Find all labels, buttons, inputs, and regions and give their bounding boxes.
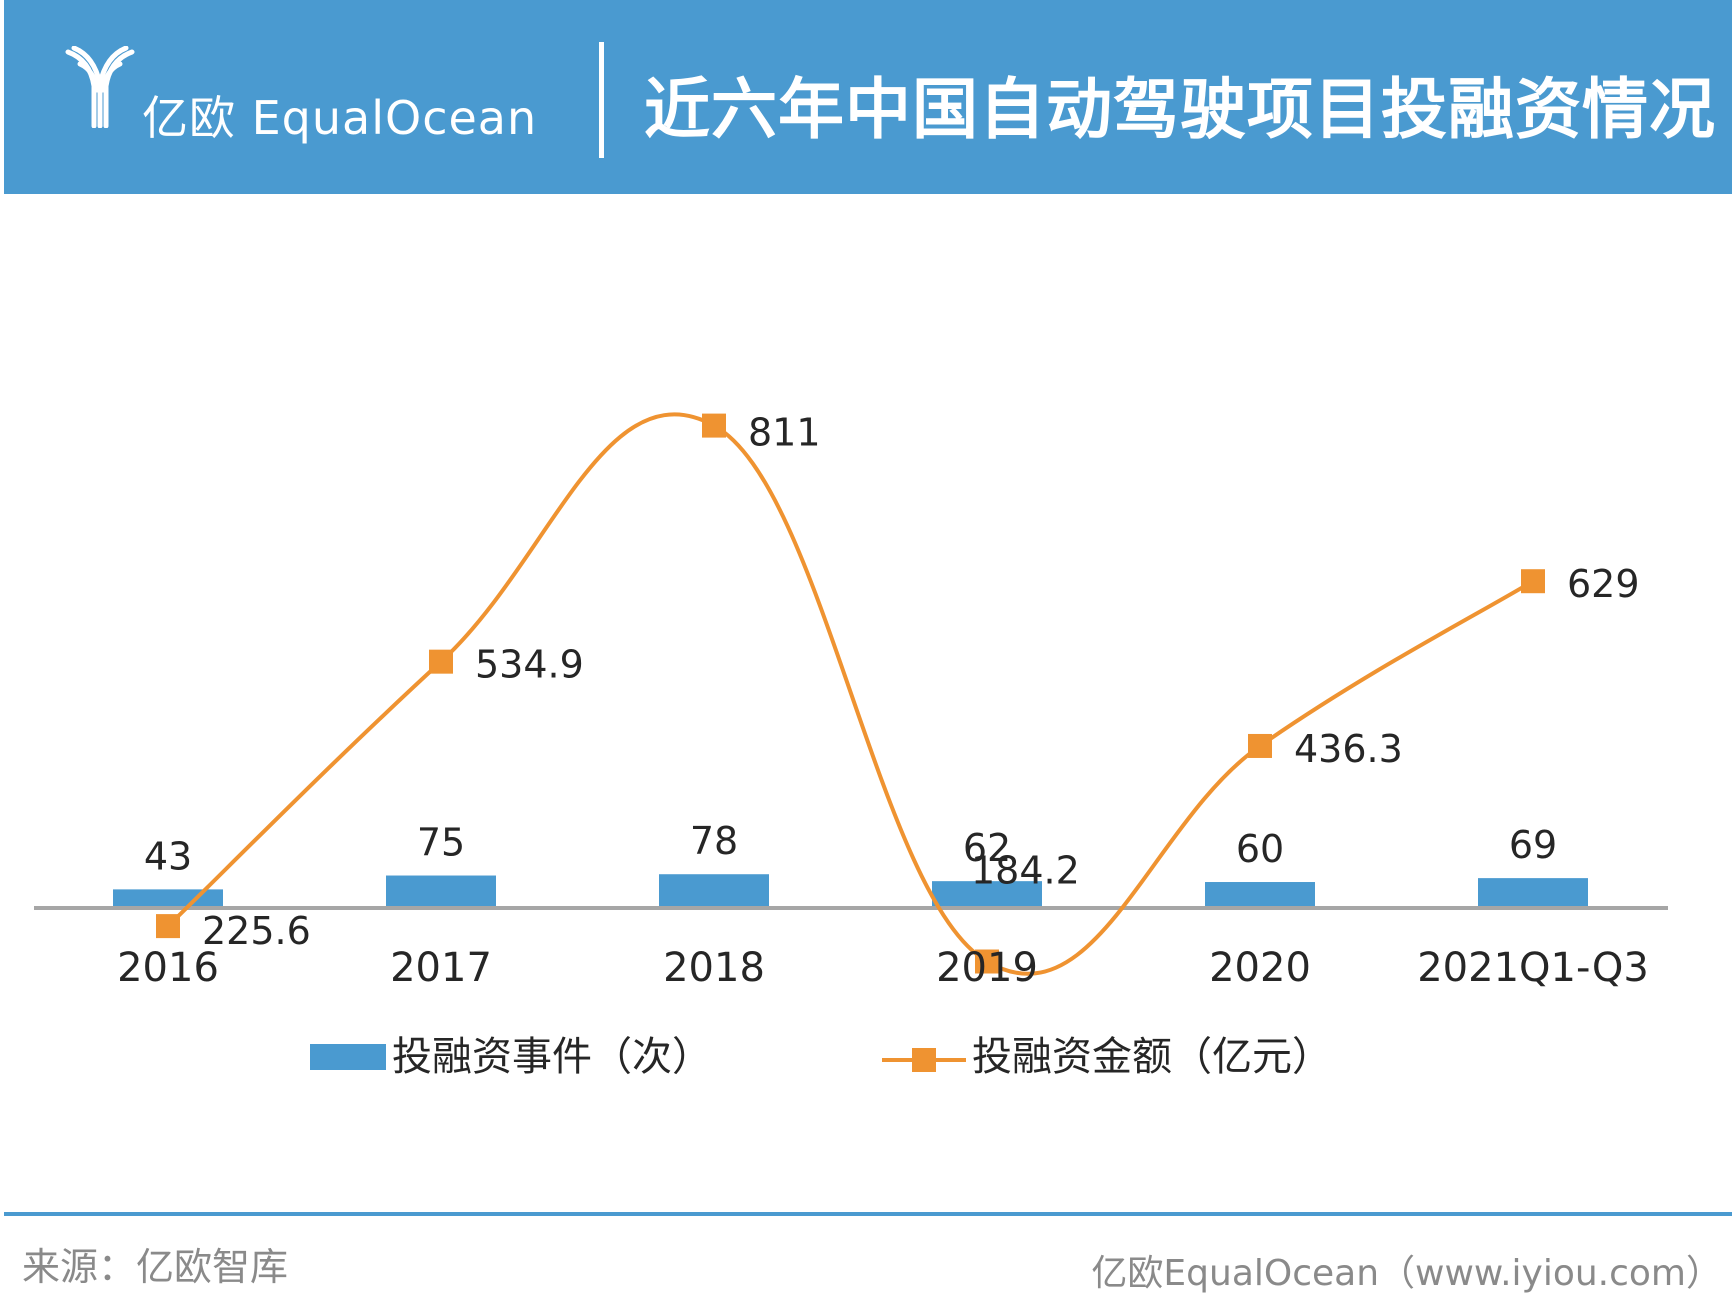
bar-events-2017 bbox=[386, 875, 496, 908]
line-label-amount-2020: 436.3 bbox=[1294, 727, 1403, 771]
line-marker-amount-2021Q1-Q3 bbox=[1521, 569, 1545, 594]
line-label-amount-2018: 811 bbox=[748, 411, 821, 455]
x-tick-label-2019: 2019 bbox=[936, 945, 1038, 991]
x-tick-label-2016: 2016 bbox=[117, 945, 219, 991]
bar-label-events-2016: 43 bbox=[144, 834, 192, 878]
x-tick-label-2017: 2017 bbox=[390, 945, 492, 991]
legend-label-events: 投融资事件（次） bbox=[392, 1034, 712, 1080]
chart-title: 近六年中国自动驾驶项目投融资情况 bbox=[644, 71, 1716, 148]
line-label-amount-2016: 225.6 bbox=[202, 909, 311, 953]
bar-events-2019 bbox=[932, 881, 1042, 908]
legend-marker-amount bbox=[912, 1048, 936, 1072]
header-divider bbox=[599, 42, 604, 158]
series-line-amount bbox=[166, 412, 1535, 976]
legend-label-amount: 投融资金额（亿元） bbox=[972, 1034, 1332, 1080]
logo-text: 亿欧 EqualOcean bbox=[142, 91, 538, 145]
x-tick-label-2018: 2018 bbox=[663, 945, 765, 991]
header-banner: 亿欧 EqualOcean 近六年中国自动驾驶项目投融资情况 bbox=[4, 0, 1732, 194]
x-tick-label-2021Q1-Q3: 2021Q1-Q3 bbox=[1417, 945, 1649, 991]
source-note: 来源：亿欧智库 bbox=[22, 1245, 289, 1289]
line-marker-amount-2020 bbox=[1248, 733, 1272, 758]
bar-label-events-2018: 78 bbox=[690, 819, 738, 863]
line-marker-amount-2017 bbox=[429, 649, 453, 674]
legend: 投融资事件（次） 投融资金额（亿元） bbox=[310, 1034, 1332, 1080]
credit-note: 亿欧EqualOcean（www.iyiou.com） bbox=[1091, 1253, 1722, 1294]
bar-events-2018 bbox=[659, 874, 769, 908]
chart: 43 75 78 62 60 69 225.6 534.9 811 184.2 436.3 629 2… bbox=[34, 411, 1668, 1080]
bar-events-2016 bbox=[113, 889, 223, 908]
line-marker-amount-2016 bbox=[156, 914, 180, 939]
equalocean-logo-icon bbox=[65, 46, 135, 128]
line-label-amount-2019: 184.2 bbox=[971, 849, 1080, 893]
bar-label-events-2017: 75 bbox=[417, 821, 465, 865]
line-label-amount-2021Q1-Q3: 629 bbox=[1567, 562, 1640, 606]
bar-events-2020 bbox=[1205, 882, 1315, 908]
legend-swatch-events bbox=[310, 1044, 386, 1070]
line-label-amount-2017: 534.9 bbox=[475, 643, 584, 687]
bar-events-2021Q1-Q3 bbox=[1478, 878, 1588, 908]
bar-label-events-2021Q1-Q3: 69 bbox=[1509, 823, 1557, 867]
bar-label-events-2020: 60 bbox=[1236, 827, 1284, 871]
bar-label-events-2019: 62 bbox=[963, 826, 1011, 870]
line-marker-amount-2018 bbox=[702, 413, 726, 438]
x-tick-label-2020: 2020 bbox=[1209, 945, 1311, 991]
footer-rule bbox=[4, 1212, 1732, 1216]
line-marker-amount-2019 bbox=[975, 949, 999, 974]
